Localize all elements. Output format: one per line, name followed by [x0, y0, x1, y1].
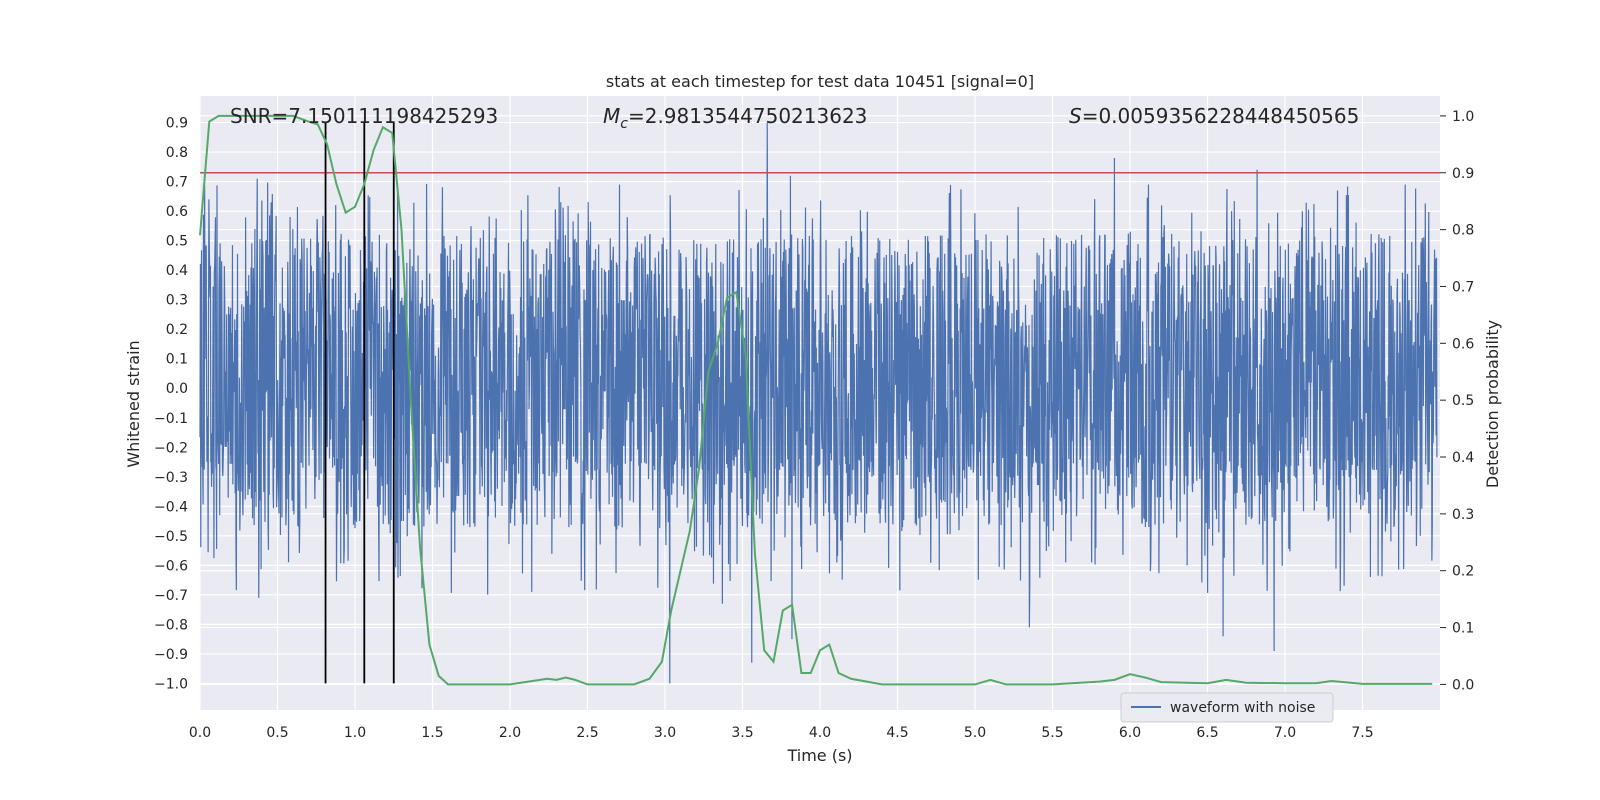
x-tick-label: 0.0 [189, 725, 211, 741]
chirp-mass-symbol: M [603, 104, 620, 128]
x-tick-label: 1.0 [344, 725, 366, 741]
x-tick-label: 5.5 [1041, 725, 1063, 741]
detection-probability-line [199, 114, 1433, 686]
snr-annotation: SNR=7.150111198425293 [230, 104, 498, 128]
x-tick-label: 1.5 [421, 725, 443, 741]
y-tick-label: −0.3 [154, 470, 188, 486]
y-tick-label: 0.7 [166, 175, 188, 191]
legend: waveform with noise [1120, 692, 1334, 723]
x-tick-label: 3.5 [731, 725, 753, 741]
legend-box [1120, 692, 1334, 723]
vertical-markers [324, 122, 395, 684]
y-tick-label: 0.0 [166, 381, 188, 397]
y2-tick-label: 0.8 [1452, 223, 1474, 239]
y-tick-labels: 0.9 0.8 0.7 0.6 0.5 0.4 0.3 0.2 0.1 0.0 −0.1 −0.2 −0… [154, 116, 188, 693]
waveform-series [199, 122, 1438, 684]
y2-tick-label: 0.2 [1452, 564, 1474, 580]
y2-tick-labels: 1.0 0.9 0.8 0.7 0.6 0.5 0.4 0.3 0.2 0.1 0.0 [1440, 109, 1474, 693]
waveform-line [199, 122, 1438, 684]
y-tick-label: −0.2 [154, 440, 188, 456]
y2-tick-label: 0.9 [1452, 166, 1474, 182]
x-tick-label: 2.0 [499, 725, 521, 741]
x-tick-label: 0.5 [266, 725, 288, 741]
y-tick-label: −0.8 [154, 617, 188, 633]
s-value: =0.0059356228448450565 [1082, 104, 1360, 128]
s-symbol: S [1069, 104, 1082, 128]
x-axis-title: Time (s) [786, 746, 852, 765]
y2-tick-label: 0.4 [1452, 450, 1474, 466]
y2-tick-label: 0.0 [1452, 677, 1474, 693]
y-tick-label: −0.7 [154, 588, 188, 604]
y-tick-label: 0.8 [166, 145, 188, 161]
y2-axis-title: Detection probability [1483, 320, 1502, 488]
x-tick-label: 5.0 [964, 725, 986, 741]
x-tick-label: 6.5 [1196, 725, 1218, 741]
y-tick-label: 0.3 [166, 293, 188, 309]
chirp-mass-subscript: c [620, 116, 628, 132]
y2-tick-label: 0.5 [1452, 393, 1474, 409]
y2-tick-label: 1.0 [1452, 109, 1474, 125]
x-tick-label: 4.0 [809, 725, 831, 741]
y-tick-label: 0.1 [166, 352, 188, 368]
x-tick-label: 7.5 [1351, 725, 1373, 741]
y-tick-label: −0.9 [154, 647, 188, 663]
y-tick-label: 0.9 [166, 116, 188, 132]
x-tick-label: 7.0 [1274, 725, 1296, 741]
y-tick-label: 0.4 [166, 263, 188, 279]
y-tick-label: −0.4 [154, 499, 188, 515]
y-axis-title: Whitened strain [124, 340, 143, 467]
y2-tick-label: 0.3 [1452, 507, 1474, 523]
chirp-mass-value: =2.9813544750213623 [628, 104, 867, 128]
y-tick-label: −1.0 [154, 676, 188, 692]
x-tick-label: 2.5 [576, 725, 598, 741]
y-tick-label: −0.1 [154, 411, 188, 427]
y-tick-label: 0.6 [166, 204, 188, 220]
y2-tick-label: 0.1 [1452, 621, 1474, 637]
y-tick-label: 0.5 [166, 234, 188, 250]
y-tick-label: −0.6 [154, 558, 188, 574]
chirp-mass-annotation: Mc=2.9813544750213623 [603, 104, 867, 132]
chart-title: stats at each timestep for test data 104… [606, 72, 1034, 91]
y2-tick-label: 0.7 [1452, 279, 1474, 295]
y-tick-label: 0.2 [166, 322, 188, 338]
x-tick-label: 6.0 [1119, 725, 1141, 741]
s-annotation: S=0.0059356228448450565 [1069, 104, 1359, 128]
legend-entry-waveform: waveform with noise [1170, 700, 1315, 716]
x-tick-label: 3.0 [654, 725, 676, 741]
y-tick-label: −0.5 [154, 529, 188, 545]
y2-tick-label: 0.6 [1452, 336, 1474, 352]
x-tick-label: 4.5 [886, 725, 908, 741]
x-tick-labels: 0.0 0.5 1.0 1.5 2.0 2.5 3.0 3.5 4.0 4.5 5.0 5.5 6.0 6… [189, 725, 1374, 741]
